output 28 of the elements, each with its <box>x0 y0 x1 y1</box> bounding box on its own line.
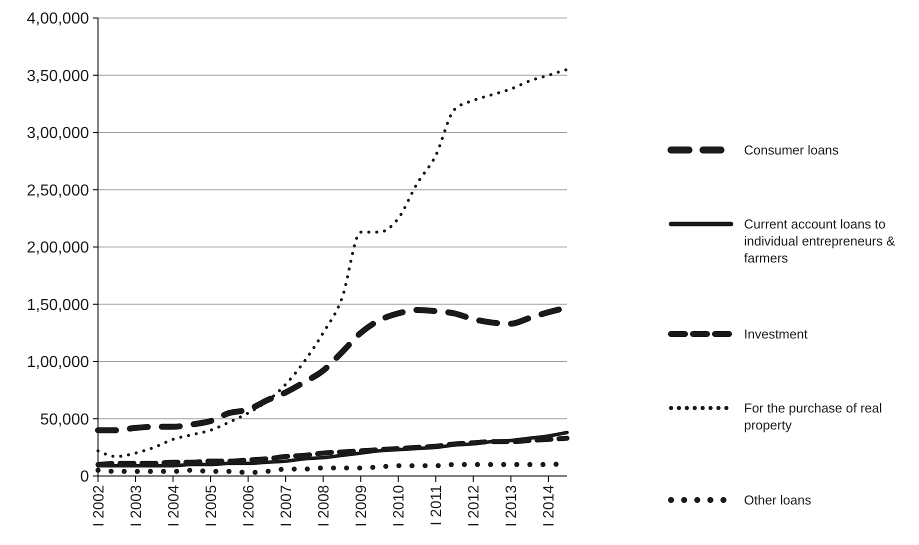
x-tick-label: I 2007 <box>278 485 295 527</box>
y-tick-label: 50,000 <box>40 411 90 428</box>
legend-label: Investment <box>744 326 808 342</box>
x-tick-label: I 2013 <box>503 485 520 527</box>
y-tick-label: 0 <box>80 468 90 486</box>
x-tick-label: I 2010 <box>390 485 408 527</box>
y-tick-label: 4,00,000 <box>26 10 90 28</box>
y-tick-label: 1,00,000 <box>26 354 90 372</box>
x-tick-label: I 2004 <box>165 485 182 527</box>
x-tick-label: I 2012 <box>466 485 483 527</box>
legend-label: Consumer loans <box>744 142 840 158</box>
x-tick-label: I 2005 <box>202 485 220 527</box>
y-tick-label: 3,00,000 <box>26 125 90 142</box>
legend-label: Current account loans to individual entrepreneurs & farmers <box>744 216 896 266</box>
y-tick-label: 1,50,000 <box>26 296 90 314</box>
x-tick-label: I 2006 <box>240 485 258 527</box>
legend-label: Other loans <box>744 492 812 508</box>
legend-label: For the purchase of real property <box>744 400 882 432</box>
x-tick-label: I 2002 <box>90 485 108 527</box>
y-tick-label: 3,50,000 <box>26 68 90 85</box>
y-tick-label: 2,50,000 <box>26 182 90 200</box>
x-tick-label: I 2009 <box>353 485 370 527</box>
x-tick-label: I 2011 <box>428 485 446 526</box>
x-tick-label: I 2008 <box>315 485 332 527</box>
y-tick-label: 2,00,000 <box>26 240 90 257</box>
x-tick-label: I 2014 <box>540 485 558 527</box>
line-series <box>96 68 568 458</box>
x-tick-label: I 2003 <box>128 485 145 527</box>
